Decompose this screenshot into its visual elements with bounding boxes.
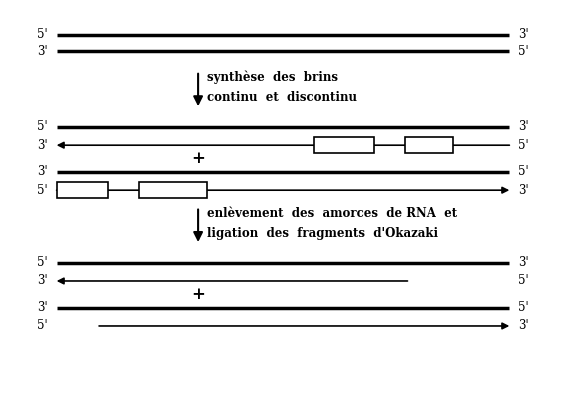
Text: 3': 3' xyxy=(518,28,529,41)
Text: 5': 5' xyxy=(518,165,529,178)
Bar xyxy=(139,182,207,198)
Text: 5': 5' xyxy=(37,256,48,269)
Text: 3': 3' xyxy=(37,139,48,152)
Text: 3': 3' xyxy=(518,319,529,333)
Text: +: + xyxy=(191,150,205,167)
Text: 3': 3' xyxy=(518,184,529,197)
Bar xyxy=(57,182,108,198)
Text: 5': 5' xyxy=(37,28,48,41)
Text: +: + xyxy=(191,286,205,303)
Text: 5': 5' xyxy=(518,139,529,152)
Text: continu  et  discontinu: continu et discontinu xyxy=(207,91,357,104)
Text: 5': 5' xyxy=(518,45,529,58)
Bar xyxy=(405,137,453,153)
Text: 3': 3' xyxy=(518,256,529,269)
Text: 3': 3' xyxy=(37,45,48,58)
Text: synthèse  des  brins: synthèse des brins xyxy=(207,71,337,85)
Text: ligation  des  fragments  d'Okazaki: ligation des fragments d'Okazaki xyxy=(207,227,438,240)
Text: enlèvement  des  amorces  de RNA  et: enlèvement des amorces de RNA et xyxy=(207,207,457,220)
Text: 5': 5' xyxy=(37,120,48,133)
Text: 5': 5' xyxy=(37,319,48,333)
Text: 3': 3' xyxy=(37,165,48,178)
Text: 5': 5' xyxy=(518,301,529,314)
Bar xyxy=(314,137,374,153)
Text: 3': 3' xyxy=(37,301,48,314)
Text: 5': 5' xyxy=(518,274,529,288)
Text: 3': 3' xyxy=(518,120,529,133)
Text: 5': 5' xyxy=(37,184,48,197)
Text: 3': 3' xyxy=(37,274,48,288)
